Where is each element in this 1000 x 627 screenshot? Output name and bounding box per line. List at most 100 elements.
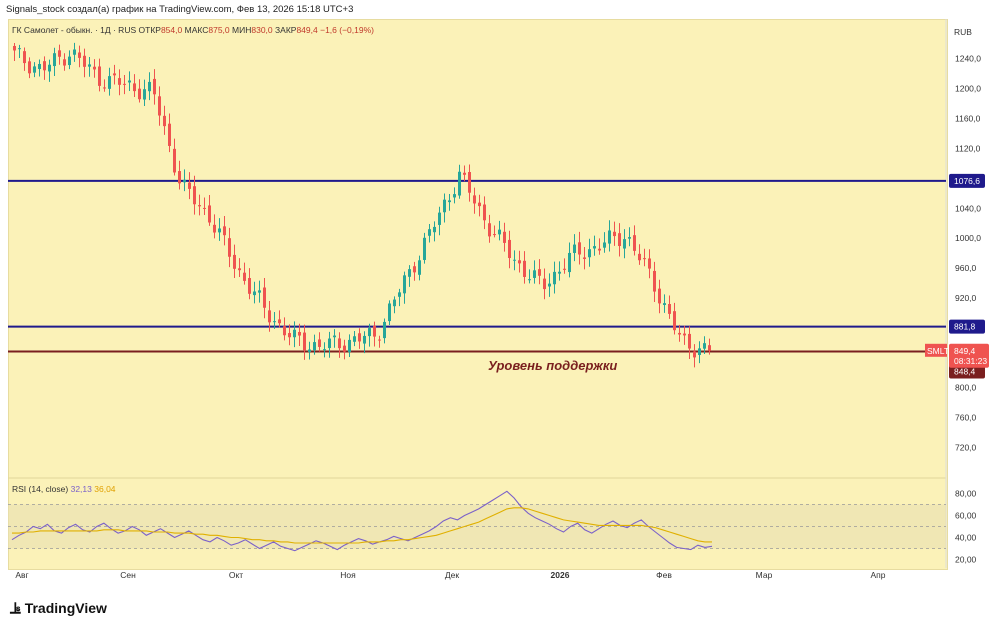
ticker-badge	[925, 343, 947, 357]
rsi-ma-value: 36,04	[94, 484, 116, 494]
candle-body	[183, 179, 186, 183]
last-price-text: 849,4	[954, 346, 976, 356]
candle-body	[158, 96, 161, 116]
candle-body	[313, 342, 316, 351]
support-level-annotation: Уровень поддержки	[488, 358, 618, 373]
candle-body	[228, 238, 231, 257]
candle-body	[708, 345, 711, 351]
candle-body	[268, 310, 271, 323]
candle-body	[38, 63, 41, 70]
candle-body	[173, 148, 176, 173]
candle-body	[88, 64, 91, 67]
candle-body	[568, 252, 571, 273]
candle-body	[213, 224, 216, 233]
candle-body	[668, 304, 671, 314]
candle-body	[638, 253, 641, 261]
candle-body	[58, 50, 61, 57]
tradingview-logo[interactable]: ⫡ TradingView	[10, 598, 107, 618]
candle-body	[378, 339, 381, 341]
candle-body	[208, 205, 211, 223]
candle-body	[393, 299, 396, 307]
candle-body	[278, 319, 281, 324]
low-value: 830,0	[251, 25, 273, 35]
high-label: МАКС	[184, 25, 209, 35]
candle-body	[243, 272, 246, 281]
candle-body	[488, 223, 491, 237]
time-tick-label: Мар	[756, 570, 773, 580]
candle-body	[33, 66, 36, 73]
candle-body	[398, 292, 401, 297]
candle-body	[523, 260, 526, 277]
price-level-badge	[949, 173, 985, 188]
candle-body	[363, 335, 366, 344]
ticker-badge-text: SMLT	[927, 346, 949, 356]
candle-body	[83, 55, 86, 67]
rsi-tick-label: 60,00	[955, 511, 977, 521]
candle-body	[408, 269, 411, 277]
candle-body	[138, 88, 141, 100]
change-value: −1,6 (−0,19%)	[320, 25, 374, 35]
candle-body	[478, 202, 481, 207]
candle-body	[538, 269, 541, 276]
symbol-name: ГК Самолет - обыкн. · 1Д · RUS	[12, 25, 137, 35]
candle-body	[293, 329, 296, 338]
axes-layer: 1240,0 1200,0 1160,0 1120,0 1040,0 1000,0 960,…	[15, 54, 981, 580]
last-price-badge	[949, 343, 989, 368]
candle-body	[113, 73, 116, 76]
candle-body	[18, 48, 21, 50]
candle-body	[23, 51, 26, 64]
candle-body	[223, 226, 226, 236]
candle-body	[443, 199, 446, 213]
candle-body	[693, 351, 696, 358]
tradingview-logo-text: TradingView	[24, 600, 107, 616]
candle-body	[283, 326, 286, 336]
rsi-label: RSI (14, close)	[12, 484, 69, 494]
rsi-value: 32,13	[70, 484, 92, 494]
candle-body	[53, 53, 56, 67]
candle-body	[48, 64, 51, 72]
candle-body	[358, 333, 361, 342]
candle-body	[123, 83, 126, 85]
price-level-badge-text: 881,8	[954, 322, 976, 332]
candle-body	[583, 257, 586, 259]
candle-body	[318, 339, 321, 347]
symbol-legend: ГК Самолет - обыкн. · 1Д · RUS ОТКР854,0…	[12, 25, 374, 35]
price-tick-label: 960,0	[955, 263, 977, 273]
candle-body	[338, 338, 341, 349]
currency-label: RUB	[954, 27, 972, 37]
price-tick-label: 1200,0	[955, 84, 981, 94]
candle-body	[133, 83, 136, 92]
candle-body	[418, 260, 421, 275]
candle-body	[13, 45, 16, 51]
candle-body	[553, 271, 556, 285]
candle-body	[348, 339, 351, 353]
candle-body	[438, 212, 441, 225]
candle-body	[433, 226, 436, 233]
candle-body	[613, 231, 616, 237]
price-tick-label: 920,0	[955, 293, 977, 303]
candle-body	[28, 61, 31, 74]
candle-body	[73, 49, 76, 55]
candle-body	[628, 237, 631, 239]
candle-body	[543, 278, 546, 290]
price-level-badge-text: 848,4	[954, 367, 976, 377]
candle-body	[188, 182, 191, 189]
candles-layer	[13, 42, 711, 368]
candle-body	[483, 204, 486, 221]
candle-body	[148, 81, 151, 92]
candle-body	[533, 270, 536, 278]
candle-body	[648, 258, 651, 269]
price-tick-label: 1160,0	[955, 114, 981, 124]
candle-body	[598, 248, 601, 251]
price-tick-label: 720,0	[955, 443, 977, 453]
candle-body	[603, 242, 606, 248]
tradingview-mark-icon: ⫡	[10, 598, 21, 617]
candle-body	[248, 278, 251, 294]
candle-body	[548, 283, 551, 287]
levels-layer: 1076,6 881,8 848,4 SMLT 849,408:31:23	[8, 173, 989, 379]
candle-body	[428, 229, 431, 236]
candle-body	[578, 242, 581, 255]
countdown-text: 08:31:23	[954, 356, 987, 366]
candle-body	[673, 311, 676, 331]
